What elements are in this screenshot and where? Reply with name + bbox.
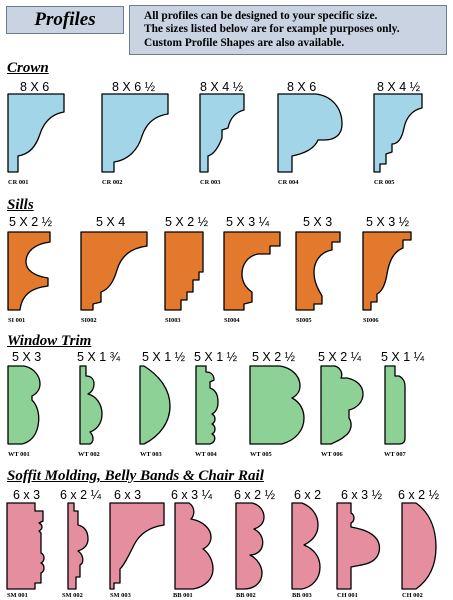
profile-size: 5 X 3 — [12, 350, 42, 364]
profile-code: WT 001 — [8, 451, 30, 458]
profile-size: 6 x 3 ½ — [341, 488, 382, 502]
profile-size: 5 X 2 ¼ — [318, 350, 362, 364]
profile-sm003-shape — [109, 502, 165, 590]
note-line-1: All profiles can be designed to your spe… — [144, 10, 378, 22]
profile-si003-shape — [164, 231, 204, 311]
profile-code: WT 006 — [321, 451, 343, 458]
profile-code: BB 002 — [236, 592, 256, 599]
profile-ch002-shape — [401, 502, 437, 590]
profile-size: 8 X 6 ½ — [112, 80, 156, 94]
note-line-3: Custom Profile Shapes are also available… — [144, 36, 345, 49]
section-title-window-trim: Window Trim — [7, 333, 92, 349]
profile-code: SM 002 — [62, 592, 83, 599]
profile-code: SM 003 — [110, 592, 131, 599]
profile-size: 8 X 6 — [287, 80, 317, 94]
profile-size: 8 X 6 — [20, 80, 50, 94]
profile-sm002-shape — [67, 502, 89, 590]
profile-size: 6 x 3 — [13, 488, 41, 502]
profile-wt004-shape — [195, 365, 219, 445]
profile-size: 5 X 1 ½ — [142, 350, 186, 364]
section-title-soffit: Soffit Molding, Belly Bands & Chair Rail — [7, 468, 264, 484]
profile-size: 6 x 3 — [114, 488, 142, 502]
profile-si006-shape — [362, 231, 412, 311]
profile-size: 5 X 2 ½ — [252, 350, 296, 364]
profile-cr002-shape — [101, 93, 169, 173]
profile-size: 6 x 2 ¼ — [60, 488, 101, 502]
profile-size: 5 X 1 ¼ — [381, 350, 425, 364]
profile-sm001-shape — [6, 502, 45, 590]
profile-bb001-shape — [174, 502, 214, 590]
profile-wt002-shape — [79, 365, 103, 445]
profile-size: 5 X 2 ½ — [165, 215, 209, 229]
profile-bb003-shape — [291, 502, 321, 590]
section-title-sills: Sills — [7, 197, 34, 213]
profile-size: 6 x 3 ¼ — [171, 488, 212, 502]
profile-code: SM 001 — [7, 592, 28, 599]
profile-wt001-shape — [7, 365, 41, 445]
profile-size: 5 X 3 ½ — [366, 215, 410, 229]
profile-wt006-shape — [320, 365, 364, 445]
profile-code: SI004 — [224, 317, 240, 324]
profile-code: CR 005 — [374, 179, 395, 186]
profile-size: 8 X 4 ½ — [377, 80, 421, 94]
page-title-box: Profiles — [6, 6, 124, 34]
profile-code: CR 001 — [8, 179, 29, 186]
profile-size: 5 X 1 ¾ — [77, 350, 121, 364]
profile-code: CR 004 — [278, 179, 299, 186]
profile-code: WT 002 — [78, 451, 100, 458]
page-title: Profiles — [34, 9, 96, 30]
profile-cr003-shape — [199, 93, 245, 173]
profile-code: SI003 — [165, 317, 181, 324]
profile-cr005-shape — [373, 93, 423, 173]
profile-code: SI 001 — [8, 317, 26, 324]
profile-code: BB 003 — [292, 592, 312, 599]
profile-size: 5 X 4 — [96, 215, 126, 229]
profile-size: 6 x 2 ½ — [398, 488, 439, 502]
profile-si002-shape — [80, 231, 148, 311]
profile-size: 6 x 2 — [294, 488, 322, 502]
profile-code: CR 002 — [102, 179, 123, 186]
profile-size: 8 X 4 ½ — [200, 80, 244, 94]
profile-code: CH 001 — [337, 592, 358, 599]
profile-code: SI006 — [363, 317, 379, 324]
profile-size: 5 X 1 ½ — [194, 350, 238, 364]
profile-cr001-shape — [7, 93, 65, 173]
profile-wt003-shape — [139, 365, 171, 445]
profile-size: 5 X 3 ¼ — [226, 215, 270, 229]
profile-wt005-shape — [249, 365, 305, 445]
profile-code: WT 003 — [140, 451, 162, 458]
profile-bb002-shape — [235, 502, 265, 590]
profile-cr004-shape — [277, 93, 343, 173]
info-note-box: All profiles can be designed to your spe… — [129, 5, 447, 55]
profile-size: 5 X 2 ½ — [9, 215, 53, 229]
profile-code: SI002 — [81, 317, 97, 324]
profile-si004-shape — [223, 231, 281, 311]
profile-code: BB 001 — [173, 592, 193, 599]
profile-si001-shape — [7, 231, 51, 311]
section-title-crown: Crown — [7, 60, 49, 76]
profile-wt007-shape — [384, 365, 406, 445]
profile-si005-shape — [295, 231, 341, 311]
profile-code: CH 002 — [402, 592, 423, 599]
profile-code: WT 005 — [250, 451, 272, 458]
note-line-2: The sizes listed below are for example p… — [144, 23, 400, 36]
profile-code: SI005 — [296, 317, 312, 324]
profile-size: 5 X 3 — [303, 215, 333, 229]
profile-code: WT 007 — [384, 451, 406, 458]
profile-code: CR 003 — [200, 179, 221, 186]
profile-size: 6 x 2 ½ — [234, 488, 275, 502]
profile-code: WT 004 — [195, 451, 217, 458]
profile-ch001-shape — [336, 502, 381, 590]
